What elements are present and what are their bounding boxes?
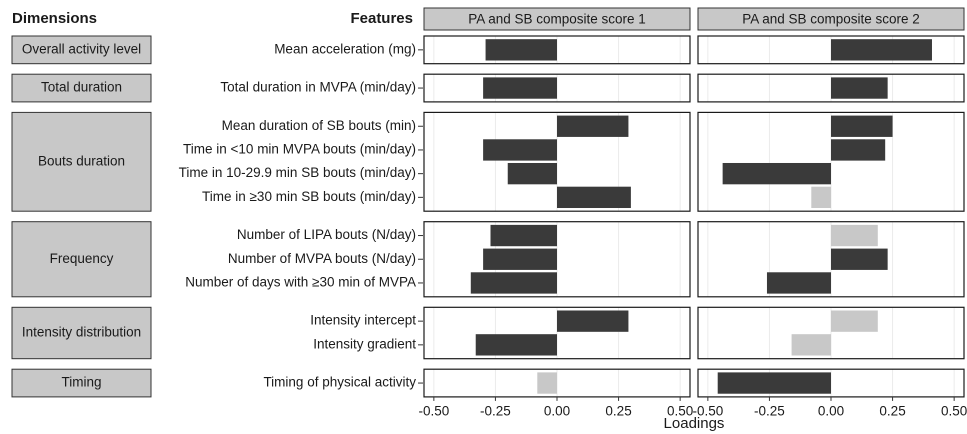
bar [831,77,888,99]
dimension-label: Overall activity level [22,41,141,56]
panel-border [697,221,965,298]
x-tick-label: 0.00 [818,403,844,418]
bar [831,115,893,137]
bar [766,272,831,294]
dimension-box [11,221,152,298]
bar [831,224,878,247]
feature-label: Intensity intercept [310,313,416,328]
bar [831,248,888,270]
x-tick-label: 0.50 [941,403,967,418]
bar [831,39,932,61]
features-header: Features [350,10,413,27]
dimension-label: Bouts duration [38,153,125,168]
dimension-box [11,306,152,360]
feature-label: Time in 10-29.9 min SB bouts (min/day) [179,165,416,180]
dimension-label: Total duration [41,80,122,95]
facet-title: PA and SB composite score 1 [468,12,646,27]
feature-label: Mean acceleration (mg) [274,41,416,56]
bar [811,186,831,209]
bar [490,224,557,247]
dimension-label: Intensity distribution [22,325,141,340]
x-tick-label: -0.25 [754,403,785,418]
feature-label: Time in <10 min MVPA bouts (min/day) [183,142,416,157]
panel-border [423,73,691,103]
bar [831,310,878,332]
dimension-box [11,368,152,398]
panel-border [423,35,691,65]
panel-border [697,111,965,212]
x-tick-label: -0.50 [692,403,723,418]
feature-label: Timing of physical activity [263,375,416,390]
panel-border [697,35,965,65]
feature-label: Time in ≥30 min SB bouts (min/day) [202,189,416,204]
feature-label: Number of days with ≥30 min of MVPA [185,275,416,290]
bar [557,186,631,209]
x-tick-label: -0.50 [418,403,449,418]
feature-label: Intensity gradient [313,336,416,351]
bar [483,248,557,270]
feature-label: Number of MVPA bouts (N/day) [228,251,416,266]
bar [537,372,557,394]
feature-label: Total duration in MVPA (min/day) [220,80,416,95]
x-tick-label: 0.00 [544,403,570,418]
bar [485,39,557,61]
bar [483,77,557,99]
bar [470,272,557,294]
panel-border [423,306,691,360]
bar [831,139,886,161]
x-tick-label: -0.25 [480,403,511,418]
x-axis-label: Loadings [664,415,725,432]
dimension-label: Timing [61,375,101,390]
bar [717,372,831,394]
x-tick-label: 0.25 [605,403,631,418]
dimension-box [11,111,152,212]
panel-border [423,221,691,298]
dimension-box [11,73,152,103]
facet-title: PA and SB composite score 2 [742,12,920,27]
bar [791,334,831,356]
bar [722,162,831,185]
feature-label: Number of LIPA bouts (N/day) [237,227,416,242]
bar [483,139,557,161]
feature-label: Mean duration of SB bouts (min) [222,118,416,133]
dimension-label: Frequency [50,251,114,266]
x-tick-label: 0.25 [879,403,905,418]
panel-border [423,111,691,212]
dimension-box [11,35,152,65]
panel-border [697,73,965,103]
dimensions-header: Dimensions [12,10,97,27]
bar [557,310,629,332]
facet-strip [423,7,691,31]
facet-strip [697,7,965,31]
bar [507,162,557,185]
bar [475,334,557,356]
x-tick-label: 0.50 [667,403,693,418]
bar [557,115,629,137]
panel-border [697,306,965,360]
